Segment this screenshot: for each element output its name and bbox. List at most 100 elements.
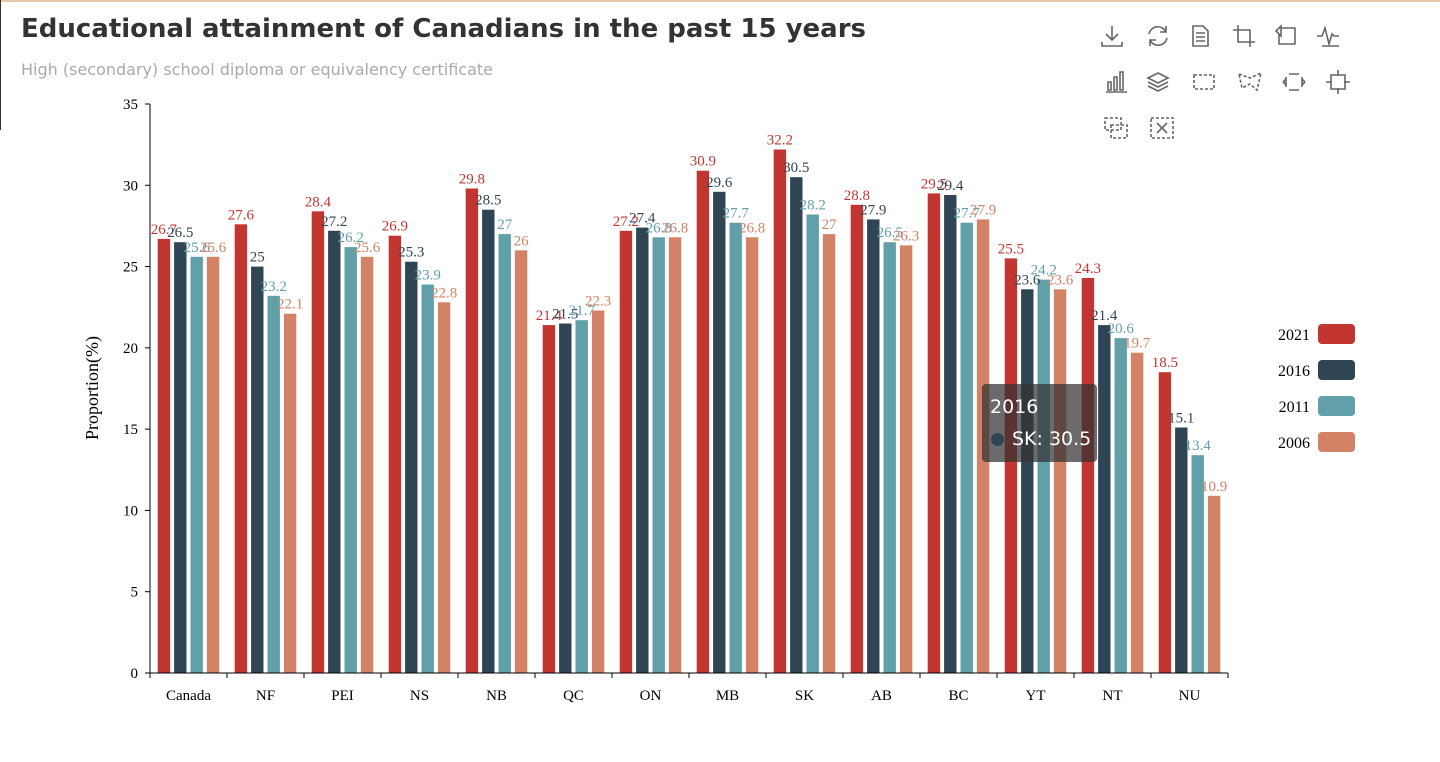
bar-2021-Canada[interactable] — [157, 238, 171, 673]
data-label-2016-BC: 29.4 — [937, 178, 964, 194]
keep-select-icon[interactable] — [1280, 68, 1308, 96]
line-chart-icon[interactable] — [1314, 22, 1342, 50]
bar-2006-QC[interactable] — [591, 310, 605, 674]
bar-2021-PEI[interactable] — [311, 211, 325, 674]
zoom-back-icon[interactable] — [1272, 22, 1300, 50]
bar-2016-NT[interactable] — [1098, 325, 1111, 673]
legend-swatch-2006[interactable] — [1318, 432, 1355, 452]
x-tick-label-YT: YT — [1026, 688, 1046, 704]
bar-2021-QC[interactable] — [542, 325, 556, 673]
bar-2006-NU[interactable] — [1207, 495, 1221, 673]
data-label-2011-PEI: 26.2 — [338, 230, 364, 246]
data-label-2021-SK: 32.2 — [767, 133, 793, 149]
legend-swatch-2021[interactable] — [1318, 324, 1355, 344]
bar-2016-SK[interactable] — [790, 177, 803, 673]
bar-2006-NF[interactable] — [283, 313, 297, 673]
data-label-2006-NF: 22.1 — [277, 297, 303, 313]
bar-2021-NB[interactable] — [465, 188, 479, 674]
bar-2021-BC[interactable] — [927, 193, 941, 673]
clear-icon[interactable] — [1148, 114, 1176, 142]
bar-2006-Canada[interactable] — [206, 256, 220, 673]
bar-2011-YT[interactable] — [1037, 279, 1050, 673]
restore-icon[interactable] — [1144, 22, 1172, 50]
bar-2021-ON[interactable] — [619, 230, 633, 674]
stack-icon[interactable] — [1144, 68, 1172, 96]
bar-2006-SK[interactable] — [822, 234, 836, 673]
bar-2021-NT[interactable] — [1081, 278, 1095, 673]
bar-2021-MB[interactable] — [696, 170, 710, 673]
data-label-2011-AB: 26.5 — [877, 225, 903, 241]
bar-2011-QC[interactable] — [575, 320, 588, 673]
bar-2011-ON[interactable] — [652, 237, 665, 674]
download-icon[interactable] — [1098, 22, 1126, 50]
bar-2016-QC[interactable] — [559, 323, 572, 674]
data-label-2011-NB: 27 — [497, 217, 513, 233]
bar-2016-MB[interactable] — [713, 191, 726, 674]
legend-swatch-2011[interactable] — [1318, 396, 1355, 416]
bar-chart-icon[interactable] — [1102, 68, 1130, 96]
bar-2011-BC[interactable] — [960, 222, 973, 673]
bar-2006-MB[interactable] — [745, 237, 759, 674]
data-label-2006-NU: 10.9 — [1201, 479, 1227, 495]
legend-label-2011[interactable]: 2011 — [1279, 399, 1310, 416]
bar-2016-NU[interactable] — [1175, 427, 1188, 674]
bar-2011-NT[interactable] — [1114, 338, 1127, 673]
bar-2016-ON[interactable] — [636, 227, 649, 673]
x-tick-label-NB: NB — [486, 688, 507, 704]
bar-2021-YT[interactable] — [1004, 258, 1018, 673]
legend-swatch-2016[interactable] — [1318, 360, 1355, 380]
legend-label-2016[interactable]: 2016 — [1278, 363, 1310, 380]
bar-2006-AB[interactable] — [899, 245, 913, 673]
bar-2011-NF[interactable] — [267, 295, 280, 673]
data-label-2021-NB: 29.8 — [459, 172, 485, 188]
zoom-icon[interactable] — [1230, 22, 1258, 50]
bar-2011-NB[interactable] — [498, 234, 511, 673]
bar-2011-AB[interactable] — [883, 242, 896, 673]
bar-2016-NB[interactable] — [482, 209, 495, 673]
data-view-icon[interactable] — [1186, 22, 1214, 50]
bar-2011-SK[interactable] — [806, 214, 819, 674]
rect-select-icon[interactable] — [1190, 68, 1218, 96]
bar-2006-ON[interactable] — [668, 237, 682, 674]
data-label-2016-NB: 28.5 — [475, 193, 501, 209]
legend: 2021 2016 2011 2006 — [1278, 324, 1355, 452]
bar-2021-NS[interactable] — [388, 235, 402, 673]
bar-2011-PEI[interactable] — [344, 247, 357, 673]
bar-2006-YT[interactable] — [1053, 289, 1067, 673]
bar-2016-BC[interactable] — [944, 195, 957, 673]
x-tick-label-AB: AB — [871, 688, 892, 704]
data-label-2021-PEI: 28.4 — [305, 194, 332, 210]
polygon-select-icon[interactable] — [1236, 68, 1264, 96]
tooltip-title: 2016 — [990, 396, 1039, 418]
bar-2006-PEI[interactable] — [360, 256, 374, 673]
clear-select-icon[interactable] — [1324, 68, 1352, 96]
legend-label-2006[interactable]: 2006 — [1278, 435, 1310, 452]
bar-2021-NU[interactable] — [1158, 372, 1172, 673]
bar-2021-SK[interactable] — [773, 149, 787, 674]
bar-2011-MB[interactable] — [729, 222, 742, 673]
brush-icon[interactable] — [1102, 114, 1130, 142]
bar-2016-Canada[interactable] — [174, 242, 187, 673]
bar-2016-PEI[interactable] — [328, 230, 341, 674]
bar-2021-NF[interactable] — [234, 224, 248, 674]
data-label-2006-PEI: 25.6 — [354, 240, 381, 256]
x-tick-label-NF: NF — [256, 688, 275, 704]
bar-2016-YT[interactable] — [1021, 289, 1034, 673]
data-label-2006-BC: 27.9 — [970, 202, 996, 218]
bar-2006-NB[interactable] — [514, 250, 528, 674]
bar-2011-NU[interactable] — [1191, 455, 1204, 673]
bar-2016-NF[interactable] — [251, 266, 264, 673]
bar-2016-AB[interactable] — [867, 219, 880, 673]
bar-2006-NT[interactable] — [1130, 352, 1144, 673]
bar-2011-Canada[interactable] — [190, 256, 203, 673]
legend-label-2021[interactable]: 2021 — [1278, 327, 1310, 344]
bar-2011-NS[interactable] — [421, 284, 434, 674]
bar-2006-NS[interactable] — [437, 302, 451, 673]
tooltip-marker — [991, 433, 1004, 446]
left-border — [0, 0, 1, 130]
bar-2016-NS[interactable] — [405, 261, 418, 673]
bar-2021-AB[interactable] — [850, 204, 864, 674]
data-label-2006-MB: 26.8 — [739, 220, 765, 236]
data-label-2006-SK: 27 — [822, 217, 838, 233]
data-label-2016-NS: 25.3 — [398, 245, 424, 261]
